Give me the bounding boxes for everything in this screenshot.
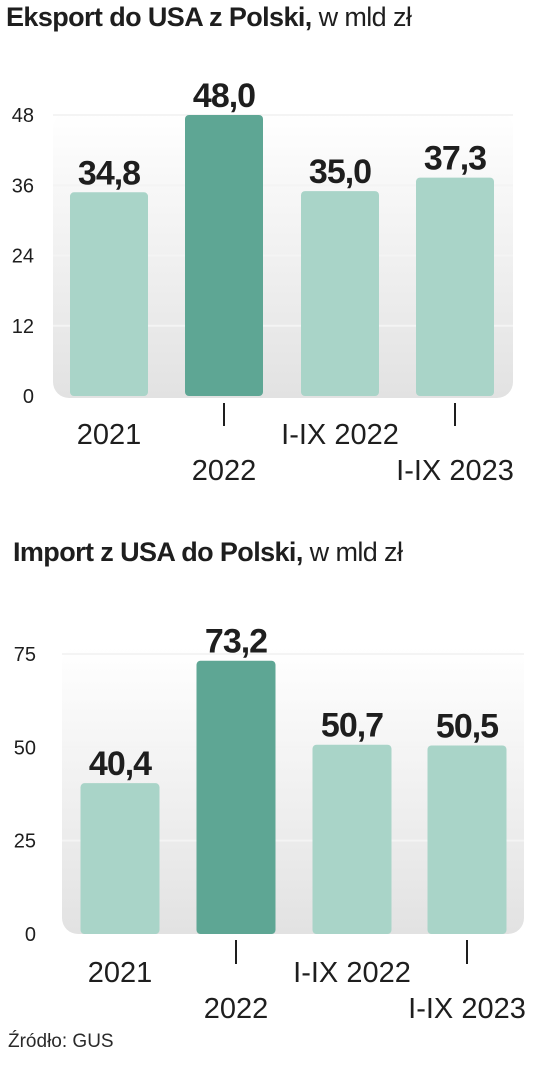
data-label: 40,4 — [89, 745, 152, 783]
data-label: 34,8 — [78, 154, 140, 192]
y-tick-label: 12 — [12, 316, 34, 338]
export-bar-chart: 0 12 24 36 48 34,8 48,0 35,0 37,3 2021 2022 I-IX 20… — [12, 77, 514, 487]
x-category-label: I-IX 2023 — [408, 993, 526, 1025]
bar-2022 — [185, 115, 263, 396]
data-label: 48,0 — [193, 77, 255, 115]
x-category-label: I-IX 2022 — [293, 957, 411, 989]
bar-2021 — [70, 192, 148, 396]
data-label: 50,7 — [321, 707, 383, 745]
chart-title-import-main: Import z USA do Polski, — [13, 537, 303, 567]
data-label: 73,2 — [205, 623, 267, 661]
data-label: 50,5 — [436, 707, 498, 745]
chart-title-import: Import z USA do Polski, w mld zł — [13, 537, 403, 568]
plot-background — [62, 647, 524, 934]
bar-i-ix-2023 — [427, 745, 507, 934]
bar-i-ix-2022 — [312, 744, 392, 934]
bar-i-ix-2023 — [416, 177, 494, 396]
y-tick-label: 25 — [14, 831, 36, 853]
bar-2022 — [196, 660, 276, 934]
x-category-label: 2021 — [77, 419, 142, 451]
chart-title-export: Eksport do USA z Polski, w mld zł — [6, 2, 412, 33]
chart-title-import-unit: w mld zł — [309, 537, 403, 567]
y-tick-label: 75 — [14, 644, 36, 666]
bar-2021 — [80, 783, 160, 934]
data-label: 37,3 — [424, 140, 486, 178]
bar-i-ix-2022 — [301, 191, 379, 396]
source-note: Źródło: GUS — [8, 1031, 114, 1052]
y-tick-label: 50 — [14, 737, 36, 759]
x-category-label: I-IX 2022 — [281, 419, 399, 451]
x-category-label: I-IX 2023 — [396, 455, 514, 487]
x-category-label: 2021 — [88, 957, 153, 989]
y-tick-label: 0 — [23, 386, 34, 408]
chart-title-export-main: Eksport do USA z Polski, — [6, 2, 312, 32]
y-tick-label: 36 — [12, 175, 34, 197]
y-tick-label: 48 — [12, 105, 34, 127]
y-tick-label: 24 — [12, 246, 34, 268]
x-category-label: 2022 — [204, 993, 269, 1025]
data-label: 35,0 — [309, 153, 371, 191]
x-category-label: 2022 — [192, 455, 257, 487]
y-tick-label: 0 — [25, 924, 36, 946]
chart-title-export-unit: w mld zł — [318, 2, 412, 32]
